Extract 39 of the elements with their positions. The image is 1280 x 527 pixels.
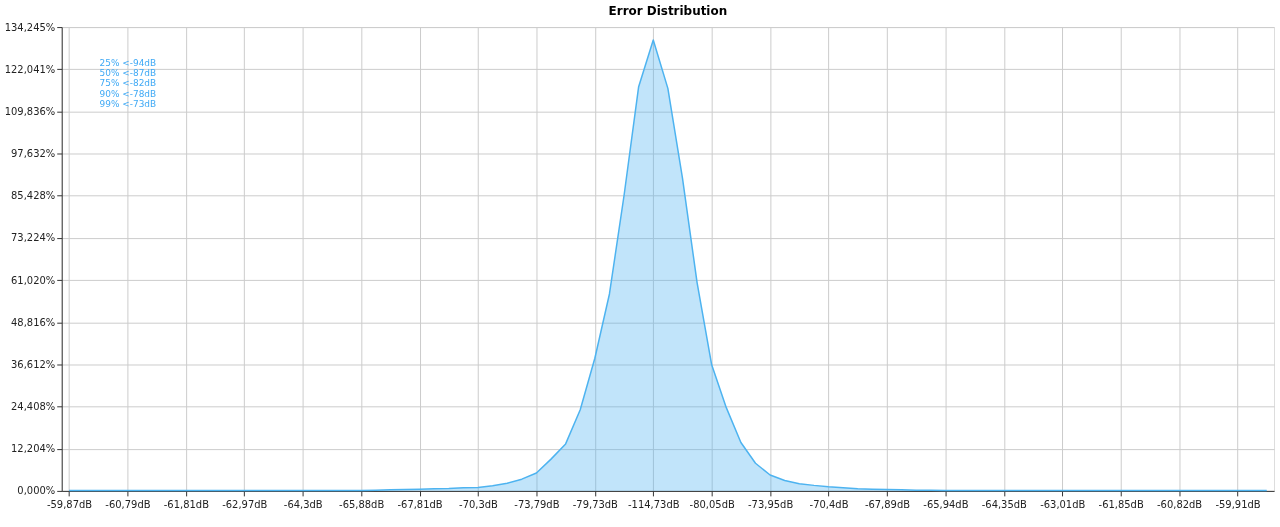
y-tick-label: 97,632%: [11, 148, 56, 160]
chart-title: Error Distribution: [608, 4, 728, 19]
y-tick-label: 24,408%: [11, 401, 56, 413]
y-tick-label: 73,224%: [11, 232, 56, 244]
x-tick-label: -114,73dB: [628, 499, 680, 511]
y-tick-label: 0,000%: [17, 485, 56, 497]
y-tick-label: 61,020%: [11, 274, 56, 286]
y-tick-label: 134,245%: [4, 21, 56, 33]
x-tick-label: -59,87dB: [46, 499, 93, 511]
y-tick-label: 36,612%: [11, 358, 56, 370]
x-tick-label: -64,3dB: [283, 499, 323, 511]
x-tick-label: -62,97dB: [222, 499, 268, 511]
annotation: 99% <-73dB: [99, 98, 157, 109]
x-tick-label: -59,91dB: [1215, 499, 1261, 511]
y-tick-label: 48,816%: [11, 316, 56, 328]
x-tick-label: -60,82dB: [1157, 499, 1203, 511]
annotation: 50% <-87dB: [99, 68, 157, 79]
x-tick-label: -80,05dB: [689, 499, 735, 511]
y-tick-label: 85,428%: [11, 190, 56, 202]
x-tick-label: -70,3dB: [459, 499, 499, 511]
x-tick-label: -60,79dB: [105, 499, 151, 511]
annotation: 90% <-78dB: [99, 88, 157, 99]
y-tick-label: 109,836%: [4, 105, 56, 117]
x-tick-label: -64,35dB: [981, 499, 1028, 511]
x-tick-label: -73,79dB: [514, 499, 560, 511]
x-tick-label: -67,81dB: [397, 499, 443, 511]
annotation: 25% <-94dB: [99, 57, 157, 68]
x-tick-label: -65,94dB: [923, 499, 969, 511]
x-tick-label: -70,4dB: [809, 499, 849, 511]
y-tick-label: 122,041%: [4, 63, 56, 75]
x-tick-label: -65,88dB: [339, 499, 385, 511]
x-tick-label: -67,89dB: [864, 499, 911, 511]
x-tick-label: -73,95dB: [748, 499, 794, 511]
x-tick-label: -61,81dB: [163, 499, 210, 511]
x-tick-label: -79,73dB: [572, 499, 619, 511]
y-tick-label: 12,204%: [11, 443, 56, 455]
x-tick-label: -61,85dB: [1098, 499, 1144, 511]
annotation: 75% <-82dB: [99, 78, 157, 89]
x-tick-label: -63,01dB: [1040, 499, 1086, 511]
